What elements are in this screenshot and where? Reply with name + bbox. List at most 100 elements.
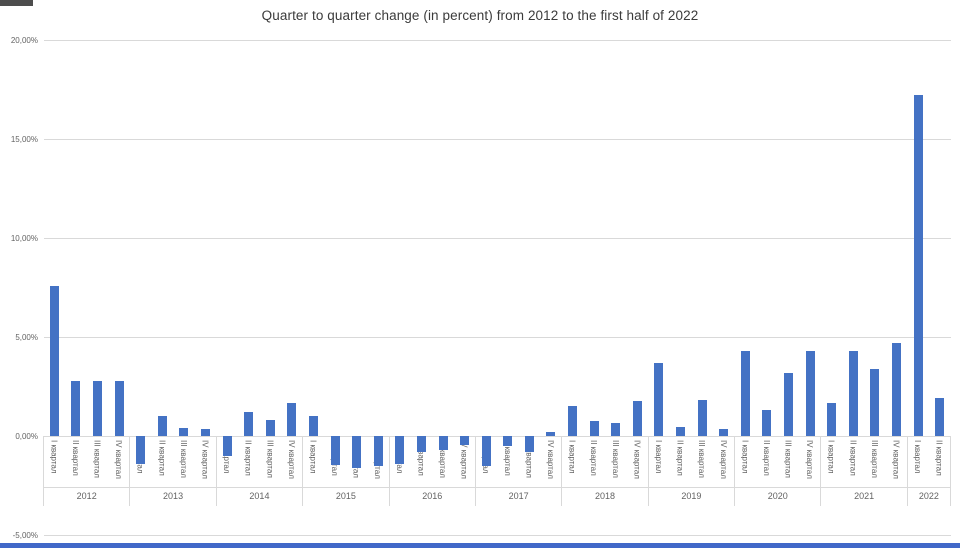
bar <box>805 350 815 436</box>
year-label: 2014 <box>249 491 270 501</box>
bar <box>935 398 945 436</box>
quarter-label: II квартал <box>675 440 685 476</box>
bar <box>697 400 707 436</box>
bar <box>287 403 297 436</box>
year-label: 2015 <box>335 491 356 501</box>
bar <box>784 372 794 436</box>
bar <box>719 429 729 436</box>
gridline <box>43 435 951 437</box>
quarter-label: I квартал <box>49 440 59 474</box>
bar <box>179 428 189 436</box>
bar <box>373 436 383 466</box>
bar <box>265 420 275 436</box>
bar <box>157 416 167 436</box>
bar <box>611 423 621 436</box>
quarter-label: I квартал <box>740 440 750 474</box>
bar <box>654 362 664 436</box>
bar <box>481 436 491 466</box>
year-group-separator <box>734 436 736 506</box>
quarter-label: IV квартал <box>805 440 815 479</box>
bar <box>395 436 405 464</box>
gridline <box>43 534 951 536</box>
gridline <box>43 39 951 41</box>
bar <box>589 421 599 436</box>
window-corner-artifact <box>0 0 33 6</box>
bar <box>632 401 642 436</box>
y-axis-tick-label: 10,00% <box>10 233 38 243</box>
quarter-label: IV квартал <box>286 440 296 479</box>
year-label: 2018 <box>594 491 615 501</box>
y-axis-tick-label: 20,00% <box>10 35 38 45</box>
quarter-label: II квартал <box>416 440 426 476</box>
year-group-separator <box>950 436 951 506</box>
year-label: 2013 <box>163 491 184 501</box>
year-group-separator <box>906 436 908 506</box>
bar <box>503 436 513 446</box>
quarter-label: II квартал <box>157 440 167 476</box>
chart-title: Quarter to quarter change (in percent) f… <box>261 8 699 23</box>
quarter-label: III квартал <box>178 440 188 478</box>
bar <box>870 368 880 436</box>
quarter-label: IV квартал <box>718 440 728 479</box>
bar <box>352 436 362 468</box>
quarter-label: I квартал <box>567 440 577 474</box>
quarter-label: II квартал <box>761 440 771 476</box>
year-label: 2019 <box>681 491 702 501</box>
quarter-label: IV квартал <box>891 440 901 479</box>
quarter-label: II квартал <box>502 440 512 476</box>
year-group-separator <box>647 436 649 506</box>
year-group-separator <box>388 436 390 506</box>
bar <box>848 350 858 436</box>
quarter-label: IV квартал <box>632 440 642 479</box>
quarter-label: IV квартал <box>200 440 210 479</box>
y-axis-tick-label: -5,00% <box>12 530 38 540</box>
bar <box>762 410 772 436</box>
bar <box>416 436 426 452</box>
quarter-label: III квартал <box>610 440 620 478</box>
bar <box>568 406 578 436</box>
year-label: 2020 <box>767 491 788 501</box>
quarter-label: II квартал <box>70 440 80 476</box>
quarter-label: IV квартал <box>459 440 469 479</box>
bar <box>913 95 923 436</box>
year-label: 2021 <box>854 491 875 501</box>
bar <box>200 429 210 436</box>
y-axis-tick-label: 5,00% <box>15 332 38 342</box>
bar <box>892 342 901 436</box>
window-bottom-edge <box>0 543 960 548</box>
bar <box>546 432 556 436</box>
bar <box>740 350 750 436</box>
bar <box>49 285 59 436</box>
quarter-label: III квартал <box>869 440 879 478</box>
gridline <box>43 336 951 338</box>
quarter-label: II квартал <box>848 440 858 476</box>
quarter-label: III квартал <box>524 440 534 478</box>
gridline <box>43 237 951 239</box>
year-group-separator <box>215 436 217 506</box>
quarter-label: III квартал <box>783 440 793 478</box>
bar <box>222 436 232 456</box>
bar <box>136 436 146 464</box>
bar <box>676 427 686 436</box>
year-group-separator <box>820 436 822 506</box>
quarter-label: II квартал <box>589 440 599 476</box>
quarter-label: I квартал <box>308 440 318 474</box>
quarter-label: I квартал <box>653 440 663 474</box>
bar <box>114 380 124 436</box>
bar <box>438 436 448 450</box>
y-axis-tick-label: 0,00% <box>15 431 38 441</box>
year-label: 2022 <box>918 491 939 501</box>
bar <box>330 436 340 465</box>
bar <box>827 403 837 436</box>
year-label: 2012 <box>76 491 97 501</box>
quarter-label: III квартал <box>438 440 447 478</box>
bar <box>92 380 102 436</box>
quarter-label: I квартал <box>222 440 232 474</box>
year-label: 2017 <box>508 491 529 501</box>
bar <box>308 416 318 436</box>
quarter-label: II квартал <box>243 440 253 476</box>
year-label: 2016 <box>422 491 443 501</box>
quarter-label: IV квартал <box>545 440 555 479</box>
